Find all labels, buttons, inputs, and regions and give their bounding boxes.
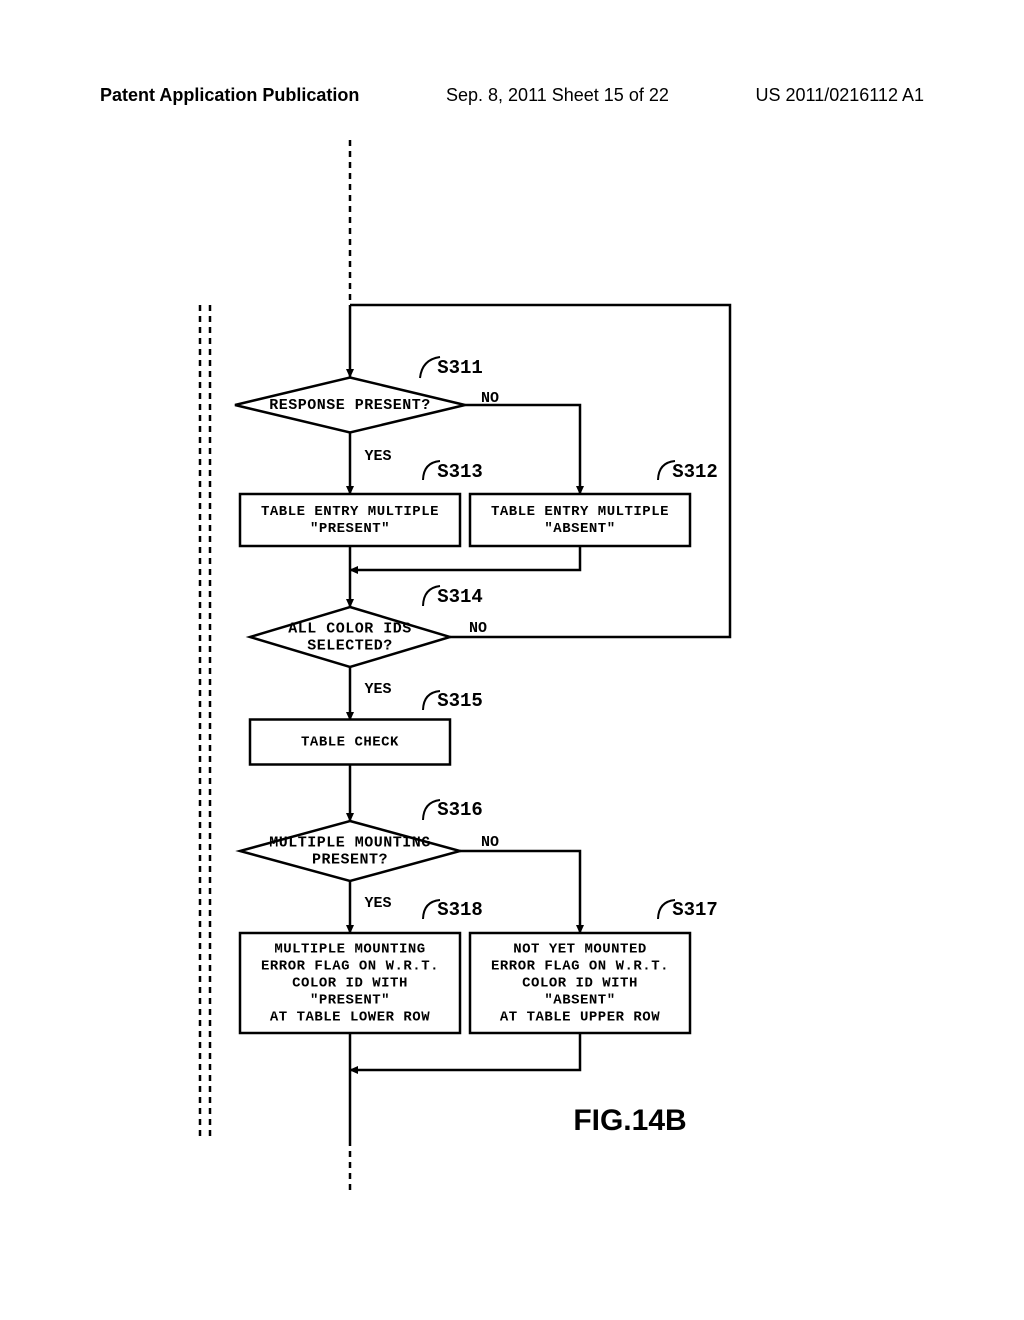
svg-text:S314: S314 bbox=[437, 586, 483, 608]
svg-text:"ABSENT": "ABSENT" bbox=[544, 993, 615, 1009]
svg-text:NO: NO bbox=[481, 834, 499, 851]
svg-text:S318: S318 bbox=[437, 899, 483, 921]
svg-text:TABLE ENTRY MULTIPLE: TABLE ENTRY MULTIPLE bbox=[491, 504, 669, 520]
svg-text:"PRESENT": "PRESENT" bbox=[310, 993, 390, 1009]
svg-text:S316: S316 bbox=[437, 799, 483, 821]
svg-text:PRESENT?: PRESENT? bbox=[312, 851, 388, 868]
flowchart-svg: RESPONSE PRESENT?TABLE ENTRY MULTIPLE"PR… bbox=[180, 140, 840, 1190]
svg-text:COLOR ID WITH: COLOR ID WITH bbox=[522, 976, 638, 992]
svg-text:ERROR FLAG ON W.R.T.: ERROR FLAG ON W.R.T. bbox=[261, 959, 439, 975]
flowchart-diagram: RESPONSE PRESENT?TABLE ENTRY MULTIPLE"PR… bbox=[180, 140, 840, 1190]
node-s318: MULTIPLE MOUNTINGERROR FLAG ON W.R.T.COL… bbox=[240, 933, 460, 1033]
svg-text:TABLE CHECK: TABLE CHECK bbox=[301, 735, 399, 751]
svg-text:S317: S317 bbox=[672, 899, 718, 921]
svg-text:NOT YET MOUNTED: NOT YET MOUNTED bbox=[513, 942, 647, 958]
node-s314: ALL COLOR IDSSELECTED? bbox=[250, 607, 450, 667]
node-s313: TABLE ENTRY MULTIPLE"PRESENT" bbox=[240, 494, 460, 546]
header-right: US 2011/0216112 A1 bbox=[756, 85, 924, 106]
svg-text:MULTIPLE MOUNTING: MULTIPLE MOUNTING bbox=[274, 942, 425, 958]
svg-text:"ABSENT": "ABSENT" bbox=[544, 521, 615, 537]
svg-text:S312: S312 bbox=[672, 461, 718, 483]
svg-text:S313: S313 bbox=[437, 461, 483, 483]
svg-text:ALL COLOR IDS: ALL COLOR IDS bbox=[288, 620, 412, 637]
svg-text:MULTIPLE MOUNTING: MULTIPLE MOUNTING bbox=[269, 834, 431, 851]
svg-text:NO: NO bbox=[481, 390, 499, 407]
svg-text:YES: YES bbox=[364, 681, 391, 698]
header-center: Sep. 8, 2011 Sheet 15 of 22 bbox=[446, 85, 669, 106]
svg-text:NO: NO bbox=[469, 620, 487, 637]
node-s317: NOT YET MOUNTEDERROR FLAG ON W.R.T.COLOR… bbox=[470, 933, 690, 1033]
figure-label: FIG.14B bbox=[573, 1104, 686, 1137]
node-s315: TABLE CHECK bbox=[250, 720, 450, 765]
node-s311: RESPONSE PRESENT? bbox=[235, 378, 465, 433]
svg-text:"PRESENT": "PRESENT" bbox=[310, 521, 390, 537]
svg-text:COLOR ID WITH: COLOR ID WITH bbox=[292, 976, 408, 992]
page-header: Patent Application Publication Sep. 8, 2… bbox=[100, 85, 924, 106]
svg-text:ERROR FLAG ON W.R.T.: ERROR FLAG ON W.R.T. bbox=[491, 959, 669, 975]
svg-text:TABLE ENTRY MULTIPLE: TABLE ENTRY MULTIPLE bbox=[261, 504, 439, 520]
svg-text:S315: S315 bbox=[437, 690, 483, 712]
svg-text:SELECTED?: SELECTED? bbox=[307, 637, 393, 654]
svg-text:YES: YES bbox=[364, 448, 391, 465]
svg-text:AT TABLE UPPER ROW: AT TABLE UPPER ROW bbox=[500, 1010, 660, 1026]
svg-text:S311: S311 bbox=[437, 357, 483, 379]
node-s312: TABLE ENTRY MULTIPLE"ABSENT" bbox=[470, 494, 690, 546]
node-s316: MULTIPLE MOUNTINGPRESENT? bbox=[240, 821, 460, 881]
header-left: Patent Application Publication bbox=[100, 85, 359, 106]
svg-text:AT TABLE LOWER ROW: AT TABLE LOWER ROW bbox=[270, 1010, 430, 1026]
svg-text:YES: YES bbox=[364, 895, 391, 912]
svg-text:RESPONSE PRESENT?: RESPONSE PRESENT? bbox=[269, 397, 431, 414]
